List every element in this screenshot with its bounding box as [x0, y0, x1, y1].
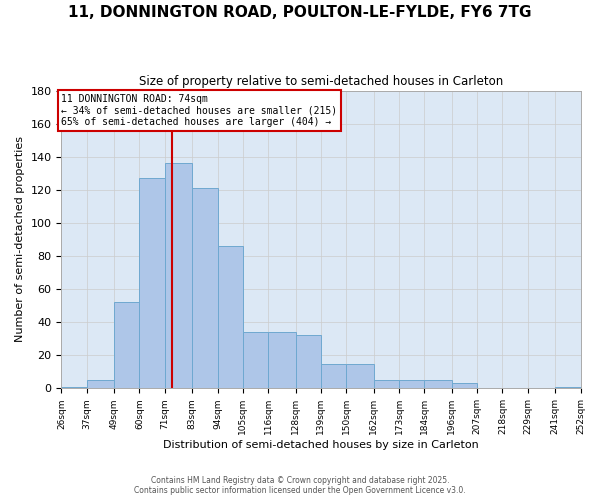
Bar: [452, 384, 477, 388]
Bar: [374, 380, 399, 388]
Bar: [86, 380, 114, 388]
Bar: [321, 364, 346, 388]
Y-axis label: Number of semi-detached properties: Number of semi-detached properties: [15, 136, 25, 342]
Bar: [114, 302, 139, 388]
Bar: [424, 380, 452, 388]
Bar: [346, 364, 374, 388]
Bar: [555, 386, 581, 388]
Bar: [399, 380, 424, 388]
Bar: [218, 246, 243, 388]
Bar: [193, 188, 218, 388]
Text: 11 DONNINGTON ROAD: 74sqm
← 34% of semi-detached houses are smaller (215)
65% of: 11 DONNINGTON ROAD: 74sqm ← 34% of semi-…: [61, 94, 338, 127]
Bar: [296, 336, 321, 388]
Bar: [139, 178, 165, 388]
Bar: [268, 332, 296, 388]
Bar: [61, 386, 86, 388]
Text: 11, DONNINGTON ROAD, POULTON-LE-FYLDE, FY6 7TG: 11, DONNINGTON ROAD, POULTON-LE-FYLDE, F…: [68, 5, 532, 20]
Bar: [165, 164, 193, 388]
Title: Size of property relative to semi-detached houses in Carleton: Size of property relative to semi-detach…: [139, 75, 503, 88]
Bar: [243, 332, 268, 388]
X-axis label: Distribution of semi-detached houses by size in Carleton: Distribution of semi-detached houses by …: [163, 440, 479, 450]
Text: Contains HM Land Registry data © Crown copyright and database right 2025.
Contai: Contains HM Land Registry data © Crown c…: [134, 476, 466, 495]
